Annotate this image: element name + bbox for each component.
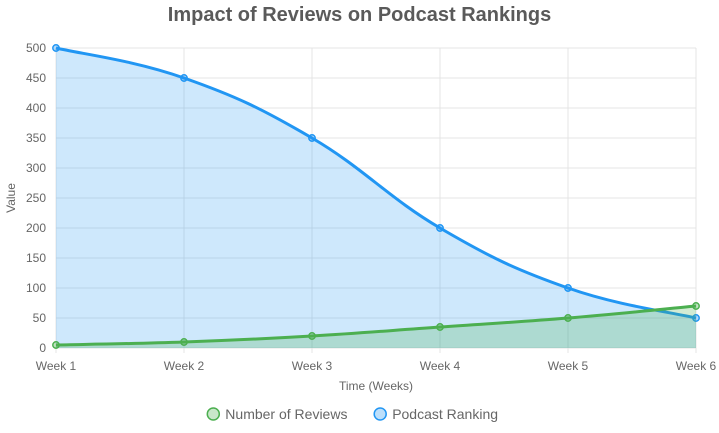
y-tick-label: 50 xyxy=(33,311,47,325)
number-of-reviews-point xyxy=(564,314,572,322)
y-tick-label: 250 xyxy=(26,191,46,205)
podcast-ranking-line xyxy=(55,46,697,320)
podcast-ranking-point xyxy=(52,44,60,52)
x-tick-label: Week 3 xyxy=(292,359,333,373)
podcast-ranking-point xyxy=(436,224,444,232)
legend-podcast-ranking-label[interactable]: Podcast Ranking xyxy=(392,406,498,422)
number-of-reviews-point xyxy=(692,302,700,310)
number-of-reviews-point xyxy=(180,338,188,346)
chart-title: Impact of Reviews on Podcast Rankings xyxy=(167,4,552,26)
legend-number-of-reviews-label[interactable]: Number of Reviews xyxy=(225,406,347,422)
number-of-reviews-point xyxy=(308,332,316,340)
number-of-reviews-point xyxy=(436,323,444,331)
y-axis-title: Value xyxy=(4,183,18,213)
y-tick-label: 200 xyxy=(26,221,46,235)
x-tick-label: Week 5 xyxy=(548,359,589,373)
legend-number-of-reviews-swatch[interactable] xyxy=(206,407,221,421)
y-tick-label: 0 xyxy=(39,341,46,355)
x-axis-title: Time (Weeks) xyxy=(339,379,413,393)
podcast-ranking-point xyxy=(308,134,316,142)
x-tick-label: Week 4 xyxy=(420,359,461,373)
x-tick-label: Week 6 xyxy=(676,359,717,373)
x-tick-label: Week 2 xyxy=(164,359,205,373)
y-tick-label: 350 xyxy=(26,131,46,145)
x-tick-label: Week 1 xyxy=(36,359,77,373)
podcast-ranking-area xyxy=(56,48,696,348)
number-of-reviews-line xyxy=(55,304,697,347)
number-of-reviews-area xyxy=(56,306,696,348)
podcast-ranking-point xyxy=(564,284,572,292)
podcast-ranking-point xyxy=(180,74,188,82)
y-tick-label: 300 xyxy=(26,161,46,175)
y-tick-label: 150 xyxy=(26,251,46,265)
y-tick-label: 400 xyxy=(26,101,46,115)
legend-podcast-ranking-swatch[interactable] xyxy=(373,407,387,421)
y-tick-label: 100 xyxy=(26,281,46,295)
number-of-reviews-point xyxy=(52,341,60,349)
y-tick-label: 450 xyxy=(26,71,46,85)
y-tick-label: 500 xyxy=(26,41,46,55)
podcast-ranking-point xyxy=(692,314,700,322)
